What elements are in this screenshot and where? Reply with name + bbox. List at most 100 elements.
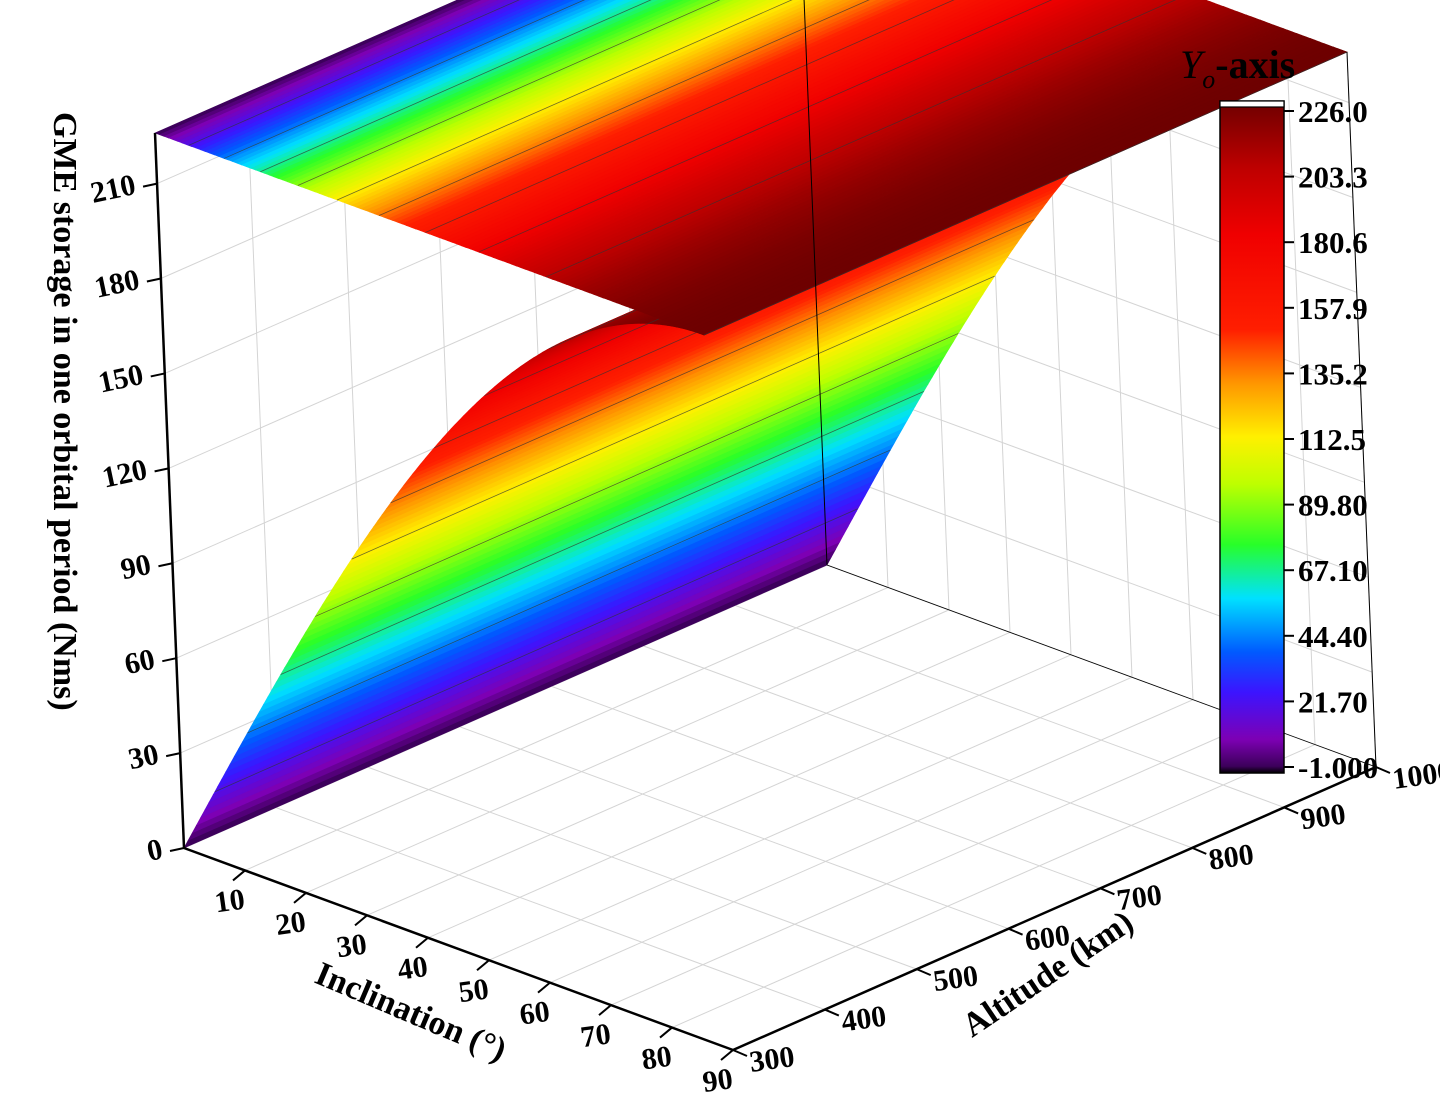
top-plane-strip bbox=[552, 0, 1198, 282]
top-plane-strip bbox=[259, 0, 660, 174]
colorbar-tick-label: 21.70 bbox=[1298, 684, 1368, 719]
top-plane-strip bbox=[273, 0, 685, 179]
grid-line-alt-floor bbox=[551, 685, 1101, 889]
contour-line bbox=[315, 333, 959, 617]
tick-labels: 0 30 60 90 120 150 180 210 10 20 30 40 50 60 70 80 90 300… bbox=[88, 168, 1440, 1099]
top-plane-strip bbox=[350, 0, 828, 208]
top-plane-strip bbox=[529, 0, 1156, 274]
top-plane-strip bbox=[465, 0, 1038, 250]
top-plane-strip bbox=[195, 0, 542, 151]
top-plane-strip bbox=[158, 0, 475, 137]
y-tick-mark bbox=[732, 1049, 748, 1057]
z-tick-mark bbox=[158, 562, 173, 568]
grid-line-inc-floor bbox=[244, 586, 889, 871]
x-tick-label: 30 bbox=[335, 927, 369, 964]
top-plane-strip bbox=[373, 0, 870, 216]
top-plane-strip bbox=[264, 0, 668, 176]
colorbar-tick-label: 135.2 bbox=[1298, 356, 1368, 391]
x-tick-mark bbox=[293, 892, 307, 904]
colorbar-tick-label: -1.000 bbox=[1298, 750, 1378, 785]
top-contour-line bbox=[260, 0, 652, 173]
frame-edge-back-left bbox=[803, 0, 828, 566]
top-plane-strip bbox=[177, 0, 509, 144]
top-plane-strip bbox=[181, 0, 517, 146]
z-tick-label: 180 bbox=[91, 263, 142, 305]
x-tick-mark bbox=[720, 1049, 734, 1061]
top-plane-strip bbox=[524, 0, 1147, 272]
top-contour-line bbox=[425, 0, 955, 233]
top-plane-strip bbox=[213, 0, 576, 157]
top-plane-strip bbox=[383, 0, 887, 220]
top-plane-strip bbox=[204, 0, 559, 154]
top-plane-strip bbox=[268, 0, 677, 178]
top-contour-line bbox=[336, 0, 793, 201]
top-plane-strip bbox=[222, 0, 593, 161]
top-plane-strip bbox=[433, 0, 979, 238]
x-tick-mark bbox=[659, 1026, 673, 1039]
top-plane-strip bbox=[300, 0, 736, 189]
z-tick-mark bbox=[154, 467, 169, 473]
x-tick-label: 90 bbox=[701, 1062, 735, 1099]
top-plane-strip bbox=[186, 0, 526, 147]
top-plane-strip bbox=[533, 0, 1164, 275]
x-tick-mark bbox=[354, 914, 368, 927]
colorbar-tick-label: 112.5 bbox=[1298, 422, 1366, 457]
y-tick-mark bbox=[1008, 927, 1023, 936]
top-plane-strip bbox=[163, 0, 483, 139]
y-tick-label: 1000 bbox=[1390, 755, 1440, 796]
x-axis-line bbox=[183, 846, 734, 1052]
top-plane-strip bbox=[250, 0, 643, 171]
top-plane-strip bbox=[396, 0, 912, 225]
top-plane-strip bbox=[392, 0, 904, 223]
x-tick-label: 40 bbox=[396, 950, 430, 987]
top-plane-strip bbox=[369, 0, 862, 215]
colorbar-title-rest: -axis bbox=[1215, 42, 1295, 87]
top-plane-strip bbox=[543, 0, 1181, 279]
z-tick-mark bbox=[150, 372, 165, 378]
top-projection-plane bbox=[154, 0, 1348, 336]
top-plane-strip bbox=[437, 0, 987, 240]
top-plane-strip bbox=[227, 0, 601, 162]
top-plane-strip bbox=[167, 0, 492, 141]
y-tick-label: 700 bbox=[1115, 878, 1164, 917]
y-tick-mark bbox=[1283, 806, 1299, 815]
y-tick-mark bbox=[1191, 846, 1207, 855]
top-plane-strip bbox=[428, 0, 971, 237]
top-plane-strip bbox=[318, 0, 769, 196]
top-contour-line bbox=[378, 0, 870, 216]
x-tick-mark bbox=[415, 937, 429, 949]
grid-line-alt-floor bbox=[643, 645, 1193, 849]
top-contour-line bbox=[297, 0, 721, 186]
z-tick-mark bbox=[146, 277, 162, 283]
top-plane-strip bbox=[515, 0, 1130, 269]
contour-line bbox=[214, 508, 858, 793]
grid-line-inc-floor bbox=[366, 631, 1011, 916]
y-tick-label: 600 bbox=[1023, 919, 1072, 958]
y-tick-mark bbox=[916, 968, 932, 977]
z-tick-label: 150 bbox=[95, 358, 146, 400]
x-tick-label: 10 bbox=[213, 883, 247, 920]
z-tick-label: 120 bbox=[99, 453, 150, 495]
top-plane-strip bbox=[469, 0, 1046, 252]
top-plane-strip bbox=[190, 0, 534, 149]
top-plane-strip bbox=[346, 0, 820, 206]
top-plane-strip bbox=[341, 0, 811, 205]
top-contour-line bbox=[545, 0, 1177, 278]
top-plane-strip bbox=[447, 0, 1004, 243]
contour-line bbox=[247, 449, 891, 734]
colorbar-tick-label: 44.40 bbox=[1298, 619, 1368, 654]
top-plane-strip bbox=[314, 0, 761, 194]
colorbar-title: Yo-axis bbox=[1180, 42, 1295, 94]
top-plane-strip bbox=[296, 0, 727, 188]
top-plane-strip bbox=[282, 0, 702, 183]
x-tick-label: 60 bbox=[518, 995, 552, 1032]
top-plane-strip bbox=[286, 0, 710, 184]
x-tick-label: 70 bbox=[579, 1017, 613, 1054]
z-tick-mark bbox=[162, 657, 177, 663]
x-tick-mark bbox=[598, 1004, 612, 1016]
contour-line bbox=[280, 391, 924, 675]
z-tick-mark bbox=[142, 182, 158, 188]
top-plane-strip bbox=[232, 0, 610, 164]
colorbar-gradient bbox=[1219, 100, 1285, 774]
colorbar-overflow-cap bbox=[1219, 100, 1285, 108]
